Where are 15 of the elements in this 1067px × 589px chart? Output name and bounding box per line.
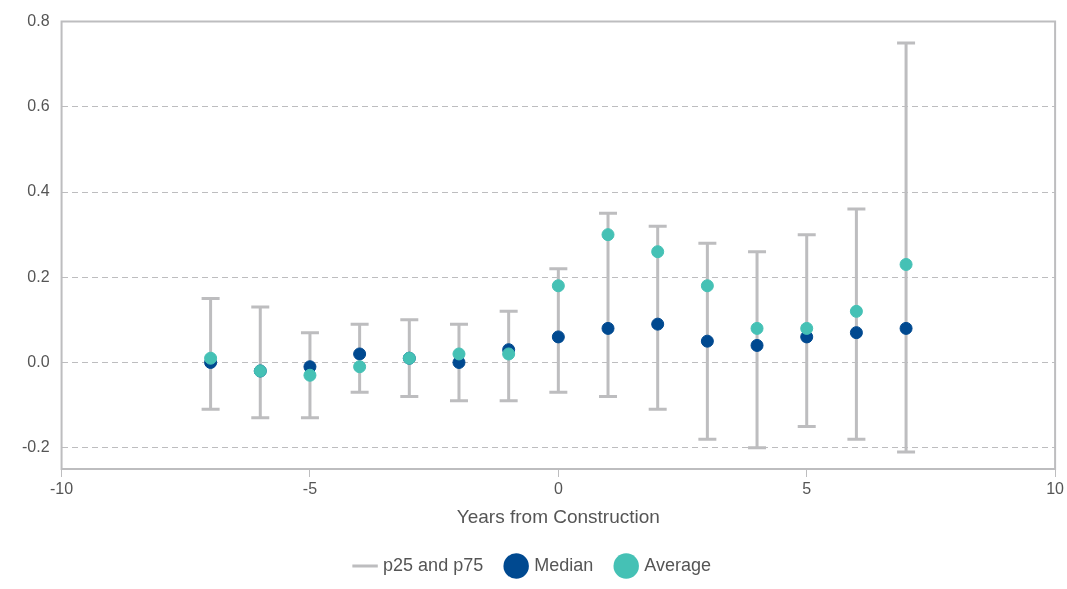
x-tick-label: 5 xyxy=(802,480,812,498)
text: p25 and p75 xyxy=(383,554,484,575)
y-tick-label: -0.2 xyxy=(21,438,50,456)
y-tick-label: 0.6 xyxy=(27,97,50,115)
x-tick-label: 0 xyxy=(553,480,563,498)
legend-label: Median xyxy=(534,554,594,575)
y-tick-label: 0.2 xyxy=(27,267,50,285)
x-tick-label: -10 xyxy=(50,480,74,498)
y-tick-label: 0.8 xyxy=(27,12,50,30)
y-tick-label: 0.4 xyxy=(27,182,50,200)
x-tick-label: -5 xyxy=(302,480,318,498)
x-axis-title: Years from Construction xyxy=(456,505,660,527)
y-tick-label: 0.0 xyxy=(27,352,50,370)
legend-label: Average xyxy=(644,554,711,575)
x-tick-label: 10 xyxy=(1046,480,1065,498)
